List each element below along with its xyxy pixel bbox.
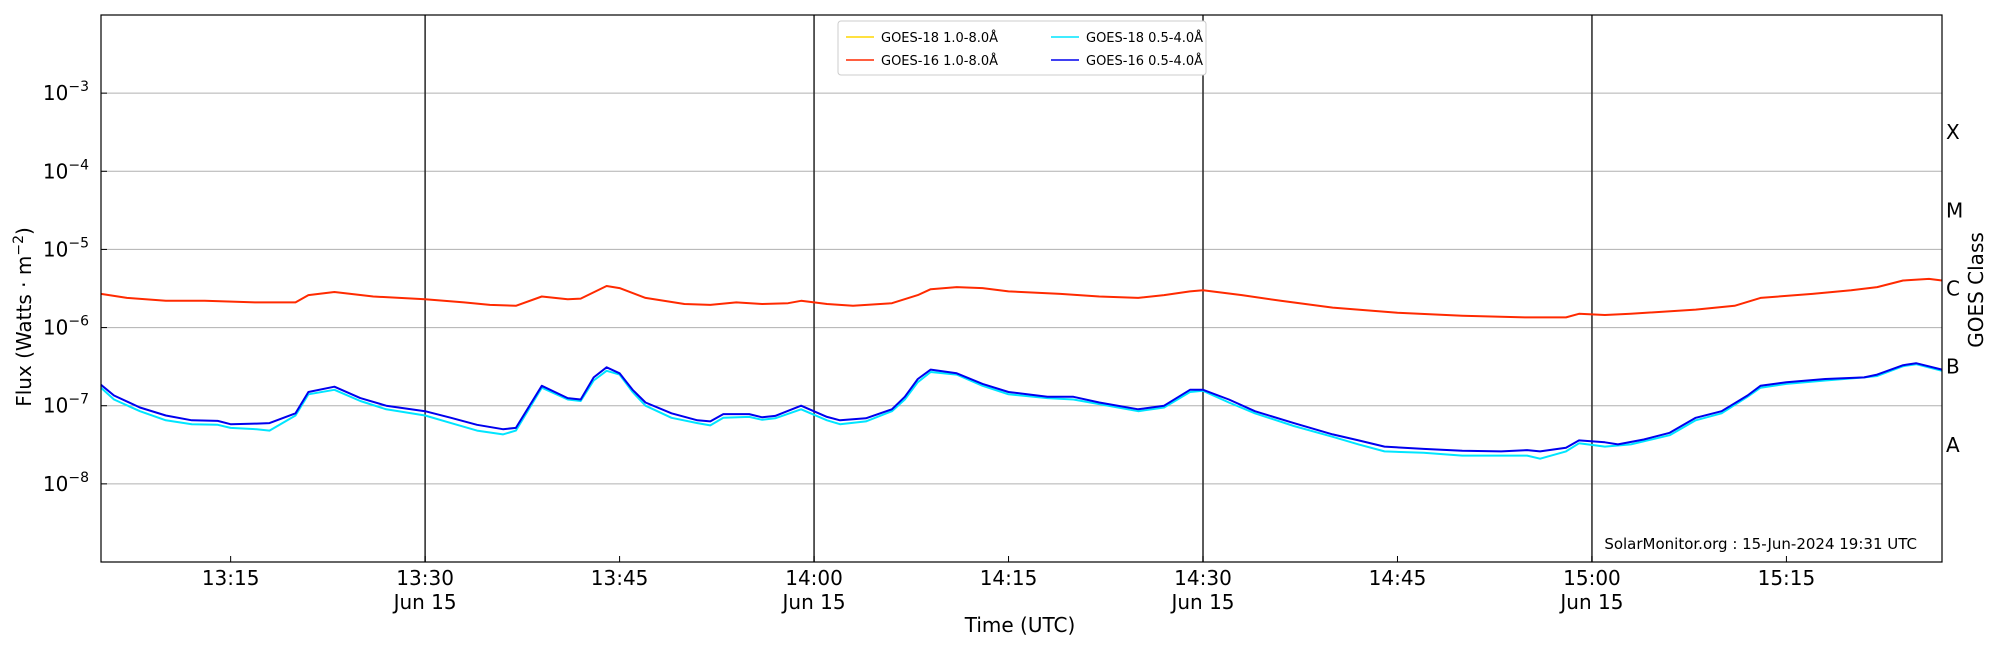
legend-label: GOES-18 1.0-8.0Å: [881, 30, 998, 46]
goes-class-label: X: [1946, 120, 1960, 144]
y-tick-exponent: −4: [68, 157, 89, 173]
x-tick-label: 15:15: [1758, 566, 1816, 590]
x-tick-label: 13:15: [202, 566, 260, 590]
series-line-3: [100, 362, 1943, 453]
y-axis-title: Flux (Watts · m−2): [11, 227, 36, 407]
y-tick-base: 10: [43, 159, 68, 183]
y-tick-base: 10: [43, 81, 68, 105]
y-tick-base: 10: [43, 316, 68, 340]
x-axis-title: Time (UTC): [964, 613, 1076, 637]
y-axis-ticks: 10−310−410−510−610−710−8: [43, 79, 107, 496]
series-line-1: [100, 277, 1943, 319]
y-tick-label: 10−6: [43, 314, 89, 340]
legend: GOES-18 1.0-8.0Å GOES-16 1.0-8.0Å GOES-18 …: [837, 20, 1207, 76]
y-tick-label: 10−3: [43, 79, 89, 105]
grid-layer: [101, 92, 1942, 485]
goes-class-axis: X M C B A: [1946, 120, 1963, 457]
y-tick-exponent: −8: [68, 470, 89, 486]
series-line-2: [100, 363, 1943, 460]
x-tick-label: 13:45: [591, 566, 649, 590]
goes-class-axis-title: GOES Class: [1964, 232, 1988, 348]
y-tick-exponent: −3: [68, 79, 89, 95]
y-axis-title-main: Flux (Watts · m: [12, 256, 36, 407]
y-axis-title-close: ): [12, 227, 36, 235]
x-tick-label: 14:15: [980, 566, 1038, 590]
y-tick-label: 10−5: [43, 235, 89, 261]
x-tick-label: 15:00: [1563, 566, 1621, 590]
vertical-day-lines: [424, 15, 1593, 562]
x-tick-date-label: Jun 15: [781, 590, 846, 614]
y-tick-base: 10: [43, 394, 68, 418]
legend-box: [837, 20, 1207, 76]
legend-label: GOES-16 1.0-8.0Å: [881, 53, 998, 69]
x-tick-date-label: Jun 15: [1169, 590, 1234, 614]
plot-frame: [100, 14, 1943, 563]
x-tick-label: 14:45: [1369, 566, 1427, 590]
x-tick-date-label: Jun 15: [1558, 590, 1623, 614]
goes-class-label: A: [1946, 433, 1960, 457]
y-tick-exponent: −7: [68, 392, 89, 408]
y-tick-base: 10: [43, 237, 68, 261]
x-tick-label: 14:00: [785, 566, 843, 590]
y-axis-title-exponent: −2: [11, 235, 27, 256]
y-tick-exponent: −5: [68, 235, 89, 251]
y-tick-label: 10−8: [43, 470, 89, 496]
goes-class-label: B: [1946, 355, 1960, 379]
source-watermark: SolarMonitor.org : 15-Jun-2024 19:31 UTC: [1604, 535, 1917, 553]
legend-label: GOES-16 0.5-4.0Å: [1086, 53, 1203, 69]
legend-label: GOES-18 0.5-4.0Å: [1086, 30, 1203, 46]
x-tick-label: 14:30: [1174, 566, 1232, 590]
y-tick-label: 10−7: [43, 392, 89, 418]
goes-class-label: M: [1946, 198, 1963, 222]
y-tick-label: 10−4: [43, 157, 89, 183]
y-tick-exponent: −6: [68, 314, 89, 330]
goes-class-label: C: [1946, 277, 1960, 301]
series-layer: [100, 277, 1943, 460]
x-tick-date-label: Jun 15: [392, 590, 457, 614]
x-tick-label: 13:30: [396, 566, 454, 590]
y-tick-base: 10: [43, 472, 68, 496]
